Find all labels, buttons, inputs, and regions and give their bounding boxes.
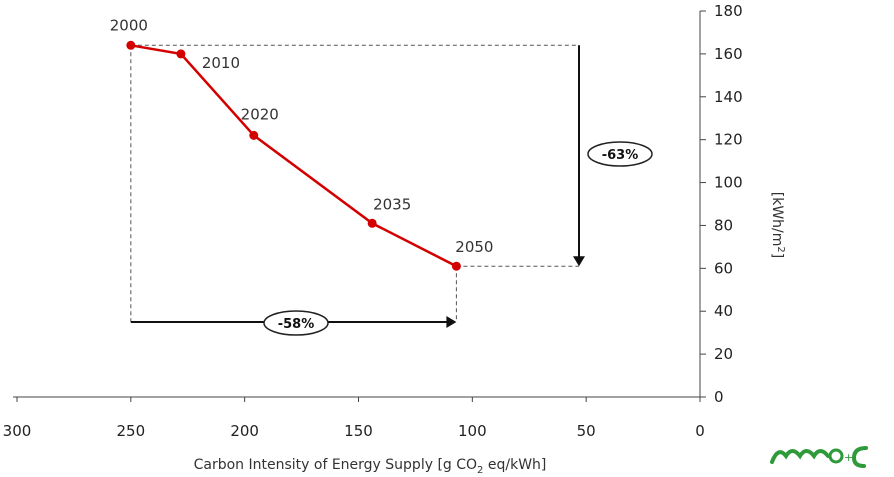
y-axis-title-superscript: 2 <box>775 246 786 252</box>
data-point <box>451 261 461 271</box>
x-axis-title: Carbon Intensity of Energy Supply [g CO2… <box>194 457 547 476</box>
horizontal-arrow-head <box>446 316 457 328</box>
x-tick-label: 100 <box>458 422 487 440</box>
point-label: 2035 <box>373 195 411 213</box>
x-tick-label: 250 <box>117 422 146 440</box>
x-axis-title-subscript: 2 <box>477 465 483 476</box>
svg-text:+: + <box>844 451 853 464</box>
y-tick-label: 20 <box>714 345 733 363</box>
labels-group: 2000 2010 2020 2035 2050 <box>110 16 494 256</box>
point-label: 2020 <box>241 105 279 123</box>
y-tick-label: 60 <box>714 259 733 277</box>
point-label: 2010 <box>202 54 240 72</box>
y-tick-label: 160 <box>714 45 743 63</box>
y-axis-title-part1: [kWh/m <box>769 192 785 247</box>
x-axis-title-part2: eq/kWh] <box>483 457 546 473</box>
axes-group: 300 250 200 150 100 50 00 20 40 60 80 100 120 140 160 1… <box>3 2 743 440</box>
data-point <box>126 40 136 50</box>
reduction-label: -58% <box>278 317 315 332</box>
y-tick-label: 40 <box>714 302 733 320</box>
reduction-badge <box>263 310 329 336</box>
point-label: 2000 <box>110 16 148 34</box>
data-point <box>176 49 186 59</box>
data-point <box>249 130 259 140</box>
reduction-label: -63% <box>602 148 639 163</box>
series-group <box>126 40 461 271</box>
series-line <box>130 44 457 268</box>
point-label: 2050 <box>455 238 493 256</box>
y-tick-label: 120 <box>714 131 743 149</box>
y-tick-label: 180 <box>714 2 743 20</box>
y-axis-title: [kWh/m2] <box>769 192 786 258</box>
reduction-guides: -63% -58% <box>130 44 653 336</box>
data-point <box>367 218 377 228</box>
x-tick-label: 0 <box>695 422 705 440</box>
reduction-badge <box>587 141 653 167</box>
y-tick-label: 140 <box>714 88 743 106</box>
x-axis-title-part1: Carbon Intensity of Energy Supply [g CO <box>194 457 477 473</box>
x-tick-label: 300 <box>3 422 32 440</box>
y-tick-label: 80 <box>714 216 733 234</box>
y-tick-label: 100 <box>714 174 743 192</box>
y-axis-title-part2: ] <box>769 253 785 258</box>
vertical-arrow-head <box>573 256 585 267</box>
y-tick-label: 0 <box>714 388 724 406</box>
x-tick-label: 200 <box>230 422 259 440</box>
x-tick-label: 50 <box>577 422 596 440</box>
logo-icon: + <box>770 446 868 468</box>
x-tick-label: 150 <box>344 422 373 440</box>
